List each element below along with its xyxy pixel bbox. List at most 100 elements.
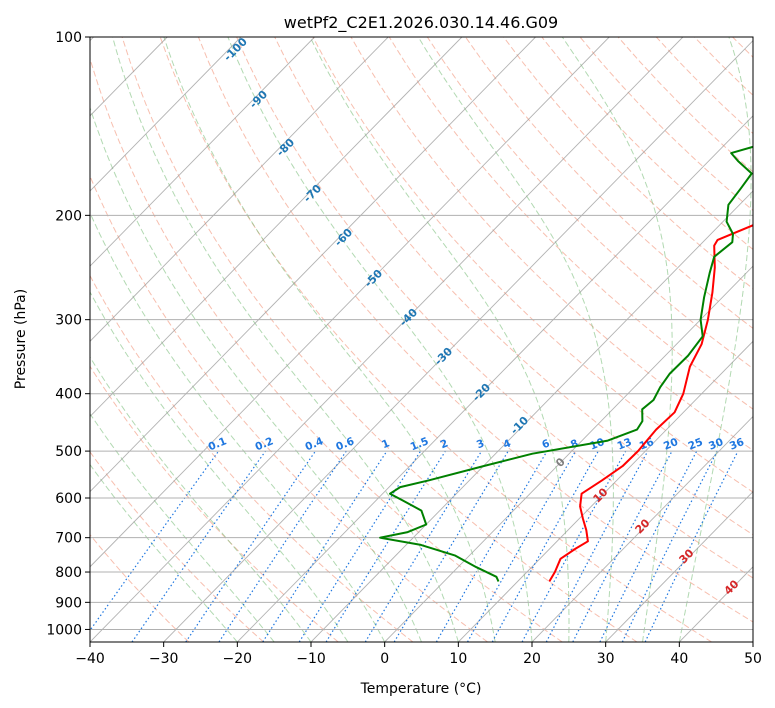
x-tick-label: 20 — [523, 651, 541, 667]
dry-adiabat — [312, 37, 753, 493]
plot-frame — [89, 36, 754, 643]
y-tick-label: 900 — [55, 595, 82, 611]
moist-adiabat-label: 40 — [722, 577, 742, 597]
dry-adiabat — [655, 37, 753, 135]
background-lines — [90, 37, 775, 642]
x-axis-label: Temperature (°C) — [360, 681, 482, 697]
dry-adiabat — [90, 451, 264, 642]
dry-adiabat — [426, 37, 753, 370]
y-tick-label: 400 — [55, 387, 82, 403]
isotherm-label: -80 — [274, 136, 297, 159]
x-tick-label: −30 — [149, 651, 179, 667]
dry-adiabat — [90, 274, 414, 642]
mixing-ratio-label: 20 — [662, 436, 680, 453]
mixing-ratio-line — [218, 450, 347, 642]
mixing-ratio-label: 25 — [687, 436, 705, 453]
moist-adiabat-label: 20 — [633, 516, 653, 536]
chart-title: wetPf2_C2E1.2026.030.14.46.G09 — [284, 13, 558, 33]
isotherm — [90, 37, 536, 493]
moist-adiabat — [678, 37, 752, 642]
isotherm — [679, 566, 753, 642]
mixing-ratio-label: 8 — [569, 437, 580, 451]
moist-adiabat-label: 10 — [591, 485, 611, 505]
mixing-ratio-line — [621, 450, 718, 642]
y-tick-label: 600 — [55, 491, 82, 507]
dry-adiabat — [503, 37, 753, 290]
x-tick-label: −20 — [223, 651, 253, 667]
y-tick-label: 800 — [55, 565, 82, 581]
moist-adiabat — [163, 37, 496, 642]
moist-adiabat — [417, 37, 614, 642]
isotherm — [90, 37, 389, 342]
dry-adiabat — [694, 37, 753, 96]
isotherm — [605, 491, 753, 642]
moist-adiabat — [227, 37, 533, 642]
temperature-line — [548, 224, 753, 583]
moist-adiabat — [90, 106, 422, 642]
isotherm — [90, 37, 242, 192]
isotherm — [458, 340, 753, 642]
mixing-ratio-label: 30 — [707, 436, 725, 453]
dry-adiabat — [771, 37, 775, 642]
moist-adiabat — [90, 463, 238, 642]
isotherm-label: -70 — [301, 182, 324, 205]
x-tick-label: −10 — [296, 651, 326, 667]
x-tick-label: 50 — [744, 651, 762, 667]
dry-adiabat — [465, 37, 753, 329]
isotherm — [237, 115, 753, 642]
isotherm — [90, 37, 684, 642]
mixing-ratio-label: 1 — [380, 437, 391, 451]
y-tick-label: 700 — [55, 531, 82, 547]
y-axis-label: Pressure (hPa) — [13, 289, 29, 389]
isotherm — [752, 641, 753, 642]
mixing-ratio-line — [545, 450, 649, 642]
isotherm — [90, 37, 463, 418]
mixing-ratio-label: 16 — [638, 436, 656, 453]
isotherm — [90, 37, 315, 267]
moist-adiabat — [90, 412, 275, 642]
mixing-ratio-line — [90, 450, 220, 632]
mixing-ratio-label: 36 — [728, 436, 746, 453]
y-tick-label: 100 — [55, 30, 82, 46]
mixing-ratio-line — [521, 450, 627, 642]
x-tick-label: 40 — [670, 651, 688, 667]
dry-adiabat — [90, 365, 339, 642]
mixing-ratio-line — [131, 450, 266, 642]
isotherm — [384, 265, 753, 642]
mixing-ratio-line — [364, 450, 483, 642]
axes: −40 −30 −20 −10 0 10 20 30 40 50 100 200 300 400 500 60… — [46, 30, 762, 667]
mixing-ratio-line — [185, 450, 316, 642]
isotherm — [531, 415, 753, 642]
mixing-ratio-label: 10 — [588, 436, 606, 453]
mixing-ratio-label: 13 — [616, 436, 634, 453]
mixing-ratio-line — [491, 450, 599, 642]
x-tick-label: 30 — [597, 651, 615, 667]
y-tick-label: 500 — [55, 444, 82, 460]
y-tick-label: 1000 — [46, 622, 82, 638]
moist-adiabat-label: 30 — [677, 546, 697, 566]
mixing-ratio-line — [298, 450, 422, 642]
moist-adiabat — [561, 37, 673, 642]
mixing-ratio-line — [572, 450, 673, 642]
dry-adiabat — [90, 533, 190, 642]
isotherm — [90, 37, 610, 568]
x-tick-label: 10 — [449, 651, 467, 667]
dry-adiabat — [90, 175, 488, 642]
isotherm-label: -60 — [332, 226, 355, 249]
dry-adiabat — [350, 37, 753, 451]
moist-adiabat — [90, 290, 349, 642]
moist-adiabat — [309, 37, 570, 642]
moist-adiabat — [112, 37, 459, 642]
moist-adiabat — [90, 356, 312, 642]
mixing-ratio-label: 2 — [439, 437, 450, 451]
dry-adiabat — [732, 37, 753, 58]
y-tick-label: 200 — [55, 208, 82, 224]
dewpoint-line — [379, 145, 753, 582]
x-tick-label: −40 — [75, 651, 105, 667]
x-tick-label: 0 — [380, 651, 389, 667]
mixing-ratio-line — [393, 450, 509, 642]
mixing-ratio-line — [435, 450, 548, 642]
isotherm — [310, 190, 753, 642]
mixing-ratio-line — [466, 450, 577, 642]
